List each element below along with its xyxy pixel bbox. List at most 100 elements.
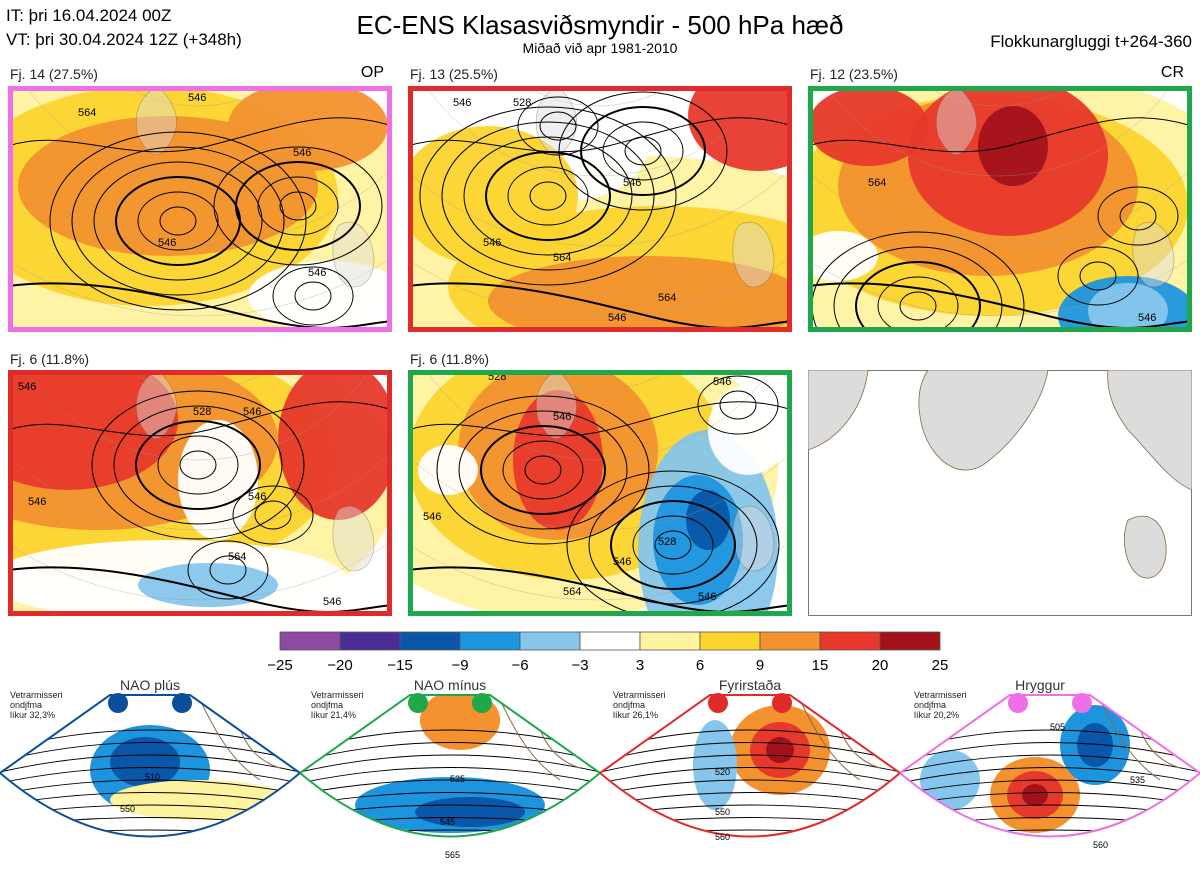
regime-marker-dot [1072, 693, 1092, 713]
height-contour [502, 440, 584, 500]
regime-contour [0, 792, 300, 806]
graticule-line [125, 86, 271, 107]
regime-info: Vetrarmisseri ondjfma líkur 32,3% [10, 690, 63, 720]
canada-landmass [808, 370, 869, 451]
height-contour [463, 136, 633, 256]
regime-contour [300, 779, 600, 795]
contour-label: 564 [553, 252, 571, 264]
height-contour [157, 435, 239, 495]
regime-contour-label: 550 [715, 807, 730, 817]
cluster-label: Fj. 6 (11.8%) [410, 351, 490, 367]
graticule-line [408, 540, 792, 601]
height-contour [1097, 186, 1179, 246]
colorbar-swatch [279, 631, 341, 651]
britain-landmass [732, 505, 775, 572]
contour-label: 546 [18, 381, 36, 393]
colorbar-tick-label: 6 [696, 657, 704, 674]
greenland-landmass [135, 86, 177, 156]
height-contour [566, 470, 780, 616]
anomaly-area [1088, 283, 1168, 332]
regime-contour [300, 754, 600, 773]
height-contour [524, 455, 562, 485]
cluster-map-1: 564 546 546 546 546 [8, 86, 392, 332]
height-contour [135, 420, 261, 510]
height-contour-thick [8, 566, 392, 613]
height-contour [1057, 246, 1139, 306]
regime-contour-label: 545 [440, 817, 455, 827]
colorbar-tick-label: −6 [511, 657, 528, 674]
regime-marker-dot [108, 693, 128, 713]
contour-label: 546 [248, 491, 266, 503]
height-contour [232, 485, 314, 545]
height-contour [480, 425, 606, 515]
greenland-landmass [535, 370, 577, 440]
graticule-line [25, 86, 371, 177]
contour-label: 546 [608, 312, 626, 324]
britain-landmass [332, 221, 375, 288]
regime-frame [900, 694, 1200, 838]
contour-label: 528 [513, 97, 531, 109]
regime-name: Fyrirstaða [718, 677, 782, 693]
height-contour [1079, 261, 1117, 291]
colorbar-tick-label: −25 [267, 657, 292, 674]
regime-contour [0, 767, 300, 784]
page-title: EC-ENS Klasasviðsmyndir - 500 hPa hæð [356, 10, 844, 40]
regime-contour [900, 792, 1200, 806]
cluster-map-3: 564 546 [808, 86, 1192, 332]
height-contour [209, 555, 247, 585]
regime-anomaly [693, 720, 737, 810]
scandinavia-landmass [1107, 370, 1192, 491]
height-contour [235, 161, 361, 251]
anomaly-area [708, 385, 788, 475]
cluster-label: Fj. 12 (23.5%) [810, 66, 898, 82]
height-contour [137, 191, 219, 251]
regime-contour [0, 754, 300, 773]
height-contour [808, 117, 1192, 153]
regime-schematic-nao-plus: 510 550 [0, 693, 300, 838]
contour-label: 528 [658, 536, 676, 548]
height-contour [71, 146, 285, 296]
regime-marker-dot [772, 693, 792, 713]
anomaly-area [688, 86, 792, 171]
anomaly-area [418, 445, 478, 495]
regime-contour [300, 792, 600, 806]
height-contour [719, 390, 757, 420]
colorbar-swatch [519, 631, 581, 651]
britain-landmass [332, 505, 375, 572]
valid-time: VT: þri 30.04.2024 12Z (+348h) [6, 30, 242, 49]
cluster-border [8, 86, 392, 332]
regime-contour [600, 792, 900, 806]
cluster-border [808, 86, 1192, 332]
contour-label: 546 [483, 237, 501, 249]
graticule-line [8, 451, 392, 531]
colorbar-swatch [639, 631, 701, 651]
regime-anomaly [415, 797, 525, 827]
cluster-tag: OP [360, 64, 384, 81]
height-contour [697, 375, 779, 435]
height-contour [254, 500, 292, 530]
regime-marker-dot [172, 693, 192, 713]
height-contour [610, 500, 736, 590]
regime-marker-dot [708, 693, 728, 713]
height-contour [855, 261, 981, 332]
regime-anomaly [1015, 850, 1045, 860]
contour-label: 546 [713, 376, 731, 388]
height-contour [49, 131, 307, 311]
britain-landmass [1124, 515, 1167, 579]
regime-contour [0, 779, 300, 795]
contour-label: 546 [698, 591, 716, 603]
colorbar-swatch [459, 631, 521, 651]
regime-contour [300, 767, 600, 784]
graticule-line [408, 451, 792, 531]
regime-contour [600, 742, 900, 762]
regime-field [900, 695, 1200, 860]
regime-contour [900, 754, 1200, 773]
height-contour [441, 121, 655, 271]
regime-contour-label: 505 [1050, 722, 1065, 732]
graticule-line [8, 540, 392, 601]
cluster-map-2: 546 528 546 546 564 564 546 [408, 86, 792, 332]
regime-info: Vetrarmisseri ondjfma líkur 21,4% [311, 690, 364, 720]
height-contour [159, 206, 197, 236]
height-contour [1119, 201, 1157, 231]
